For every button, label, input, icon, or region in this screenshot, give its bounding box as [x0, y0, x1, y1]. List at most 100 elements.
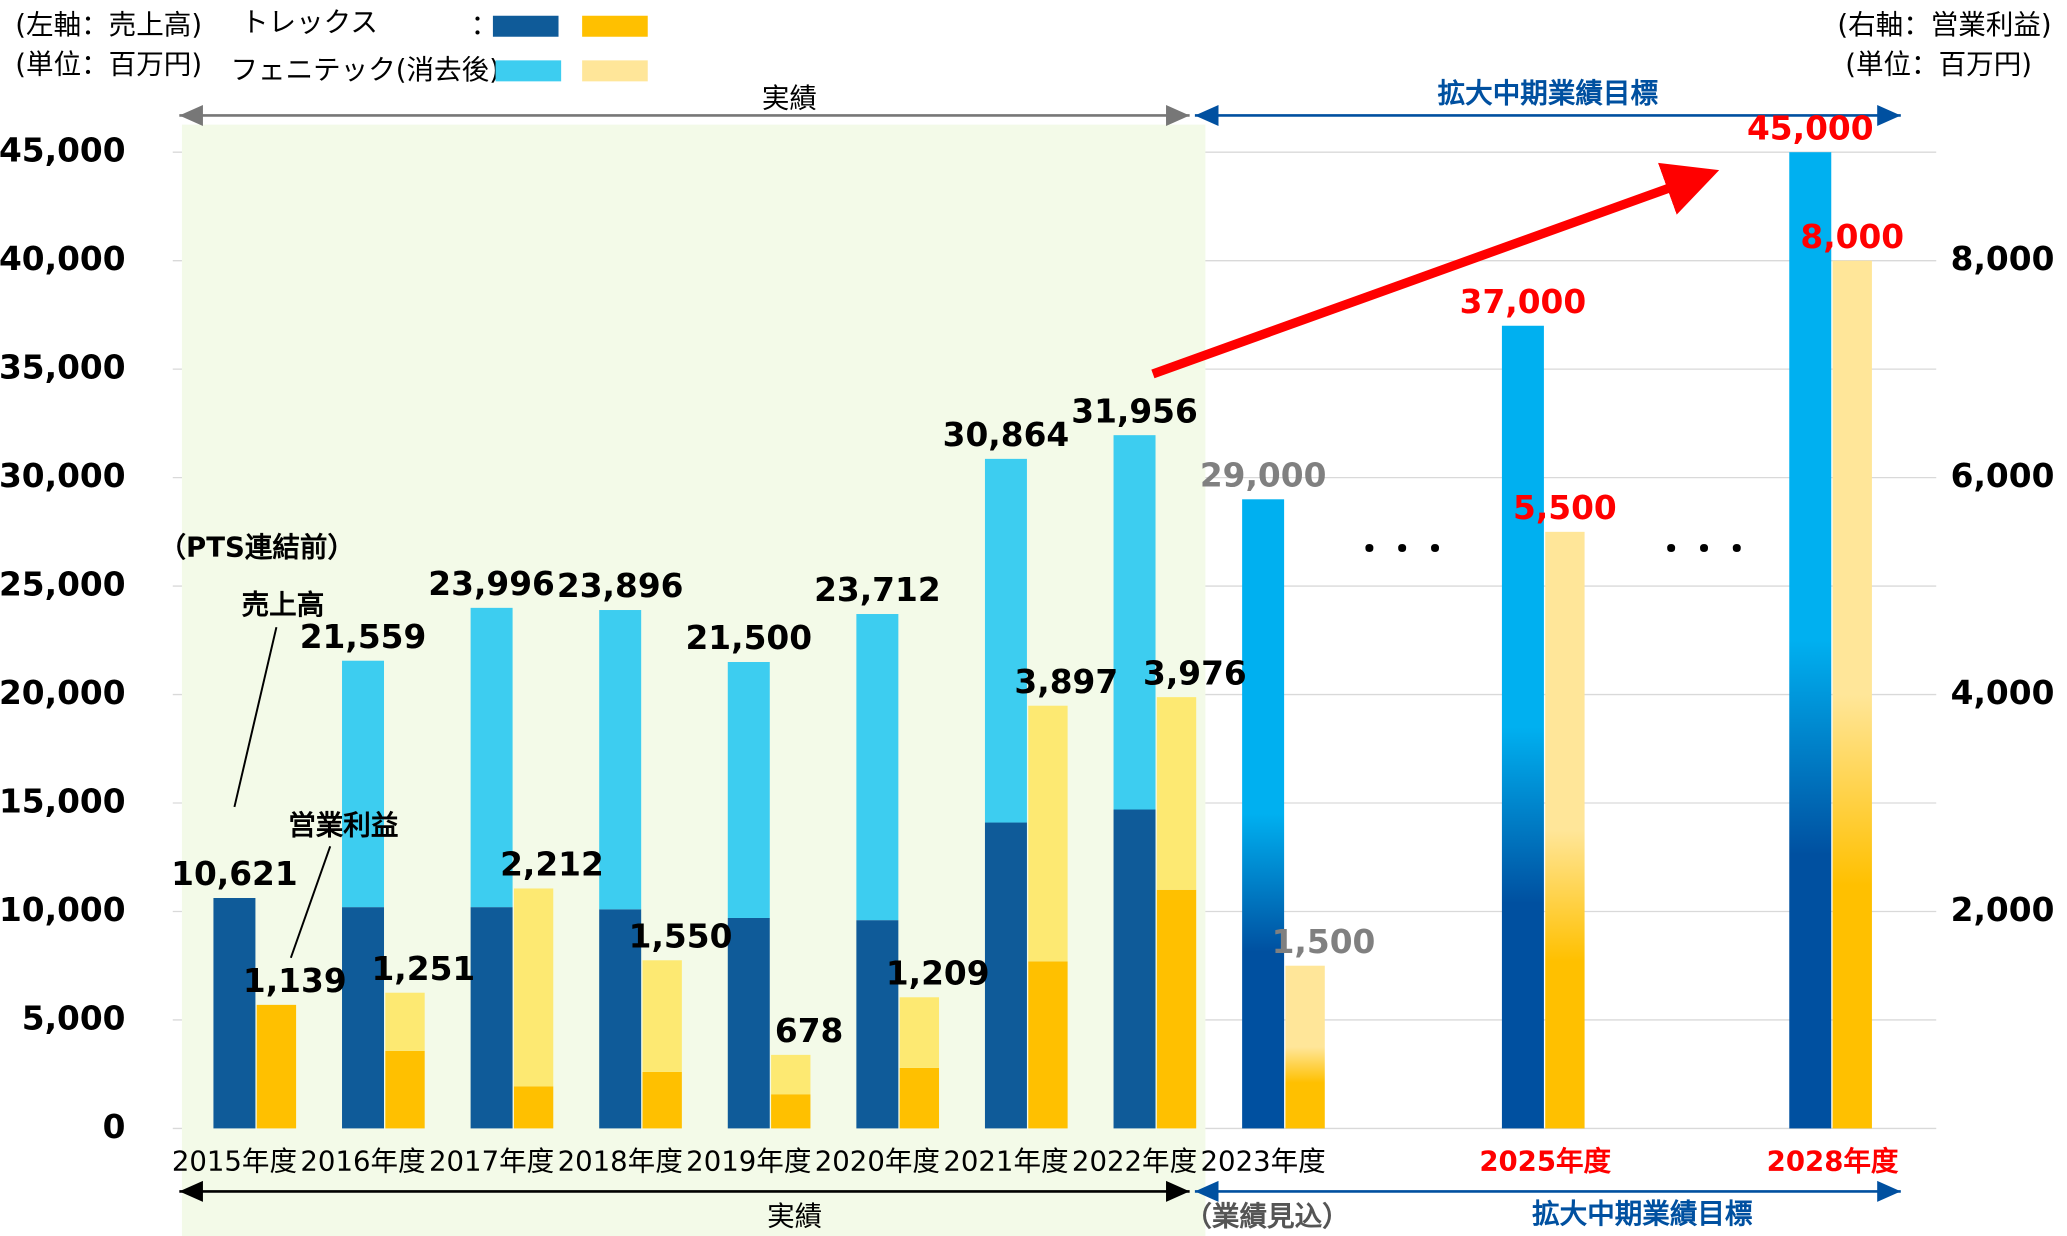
- profit-label: 1,500: [1272, 923, 1376, 961]
- legend-swatch: [582, 15, 648, 37]
- bar: [599, 909, 642, 1129]
- target-label: 拡大中期業績目標: [1438, 77, 1659, 109]
- profit-label: 1,139: [243, 962, 347, 1000]
- sales-label: 10,621: [171, 855, 298, 893]
- x-tick-label: 2018年度: [558, 1146, 683, 1178]
- right-unit-note: (単位：百万円): [1845, 49, 2032, 81]
- y-tick-label: 20,000: [0, 674, 126, 712]
- bar: [727, 661, 770, 918]
- bar: [256, 1004, 297, 1129]
- bar: [1832, 260, 1872, 1129]
- bar: [771, 1094, 811, 1129]
- profit-label: 678: [775, 1012, 843, 1050]
- x-tick-label: 2017年度: [429, 1146, 554, 1178]
- bar: [1113, 809, 1156, 1129]
- sales-label: 45,000: [1747, 109, 1874, 147]
- sales-label: 29,000: [1200, 456, 1327, 494]
- x-tick-label: 2021年度: [943, 1146, 1068, 1178]
- y2-tick-label: 2,000: [1951, 891, 2055, 929]
- y-tick-label: 15,000: [0, 783, 126, 821]
- bar: [213, 898, 256, 1129]
- y-tick-label: 0: [103, 1108, 126, 1146]
- profit-label: 1,550: [629, 917, 733, 955]
- actual-label: 実績: [767, 1201, 822, 1233]
- bar: [342, 907, 385, 1129]
- sales-label: 23,996: [428, 565, 555, 603]
- profit-label: 1,209: [886, 954, 990, 992]
- legend-label: トレックス: [241, 7, 378, 39]
- legend-swatch: [582, 60, 648, 82]
- y-tick-label: 30,000: [0, 457, 126, 495]
- bar: [1789, 152, 1832, 1129]
- bar: [385, 1050, 425, 1129]
- y2-tick-label: 6,000: [1951, 457, 2055, 495]
- left-unit-note: (単位：百万円): [15, 49, 202, 81]
- bar: [513, 888, 554, 1087]
- bar: [984, 822, 1027, 1129]
- bar: [727, 917, 770, 1129]
- leader-line: [233, 626, 278, 808]
- marks: [213, 152, 1872, 1129]
- ellipsis: ・・・: [1655, 531, 1753, 569]
- bar: [642, 960, 682, 1072]
- bar: [1156, 889, 1197, 1129]
- sales-label: 37,000: [1460, 283, 1587, 321]
- sales-label: 31,956: [1071, 392, 1198, 430]
- sales-label: 23,896: [557, 567, 684, 605]
- x-tick-label: 2022年度: [1072, 1146, 1197, 1178]
- ellipsis: ・・・: [1353, 531, 1451, 569]
- trend-arrow: [1151, 162, 1720, 379]
- x-tick-label: 2025年度: [1479, 1146, 1611, 1178]
- x-tick-label: 2023年度: [1201, 1146, 1326, 1178]
- y2-tick-label: 8,000: [1951, 240, 2055, 278]
- bar: [856, 614, 899, 921]
- x-tick-label: 2028年度: [1767, 1146, 1899, 1178]
- sales-label: 21,559: [300, 618, 427, 656]
- y-tick-label: 35,000: [0, 349, 126, 387]
- bar: [470, 607, 513, 908]
- y2-tick-label: 4,000: [1951, 674, 2055, 712]
- bar: [1501, 325, 1544, 1129]
- bar: [1028, 705, 1068, 962]
- actual-label: 実績: [762, 83, 817, 115]
- bar: [899, 1067, 940, 1129]
- right-axis-note: (右軸：営業利益): [1837, 9, 2051, 41]
- bar: [642, 1071, 682, 1129]
- bar: [1028, 961, 1068, 1129]
- bar: [513, 1086, 554, 1129]
- bar: [1285, 965, 1325, 1129]
- legend-swatch: [492, 15, 559, 37]
- sales-label: 21,500: [685, 619, 812, 657]
- bar: [1156, 697, 1197, 890]
- left-axis-note: (左軸：売上高): [15, 9, 202, 41]
- profit-note: 営業利益: [288, 810, 398, 842]
- profit-label: 2,212: [500, 846, 604, 884]
- x-tick-label: 2020年度: [815, 1146, 940, 1178]
- bar: [1545, 531, 1585, 1129]
- y-tick-label: 5,000: [22, 999, 126, 1037]
- bar: [771, 1054, 811, 1095]
- profit-label: 3,897: [1014, 663, 1118, 701]
- bar: [856, 920, 899, 1129]
- sales-label: 23,712: [814, 571, 941, 609]
- bar: [385, 992, 425, 1051]
- profit-label: 8,000: [1800, 218, 1904, 256]
- y-tick-label: 25,000: [0, 566, 126, 604]
- bar: [1113, 435, 1156, 810]
- y-tick-label: 45,000: [0, 132, 126, 170]
- pts-note: （PTS連結前）: [158, 531, 355, 563]
- profit-label: 1,251: [371, 950, 475, 988]
- bar: [1242, 499, 1285, 1129]
- bar: [899, 997, 940, 1068]
- legend-swatch: [495, 60, 562, 82]
- x-tick-label: 2019年度: [686, 1146, 811, 1178]
- y-tick-label: 40,000: [0, 240, 126, 278]
- legend-label: フェニテック(消去後): [230, 54, 499, 86]
- bar: [984, 458, 1027, 823]
- profit-label: 5,500: [1513, 489, 1617, 527]
- profit-label: 3,976: [1143, 654, 1247, 692]
- x-tick-label: 2016年度: [300, 1146, 425, 1178]
- leader-line: [289, 845, 332, 959]
- bar: [599, 610, 642, 910]
